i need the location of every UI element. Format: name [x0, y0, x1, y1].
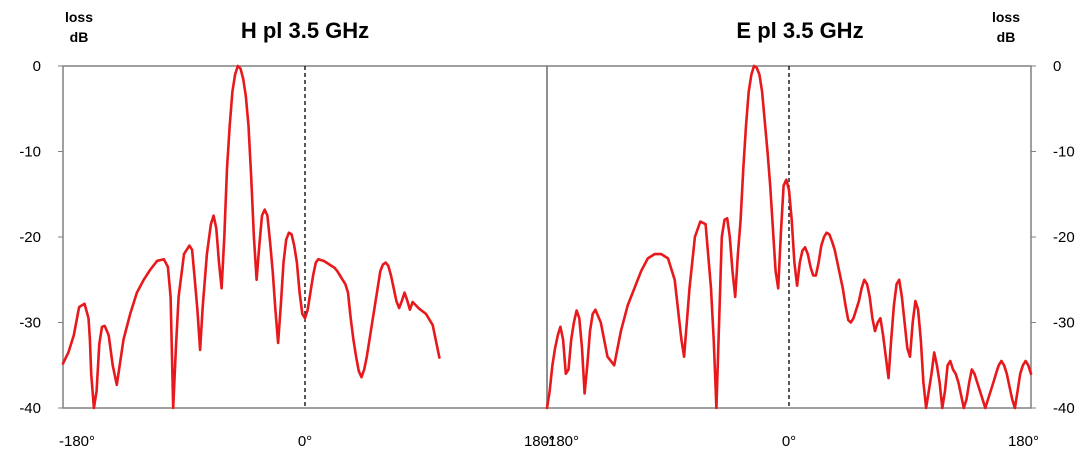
y-tick-label: -30: [19, 315, 41, 332]
e-plane-panel: E pl 3.5 GHz loss dB 0 -10 -20 -30 -40 -180° 0° 18…: [543, 9, 1075, 450]
y-tick-label: -40: [19, 400, 41, 417]
y-tick-label: -20: [1053, 229, 1075, 246]
y-tick-label: 0: [1053, 58, 1061, 75]
series-line: [545, 64, 1033, 410]
y-tick-label: -10: [1053, 144, 1075, 161]
x-tick-label: -180°: [543, 433, 579, 450]
series-line: [61, 64, 441, 410]
y-tick-label: -40: [1053, 400, 1075, 417]
x-tick-label: 180°: [1008, 433, 1039, 450]
y-tick-label: 0: [33, 58, 41, 75]
h-plane-panel: H pl 3.5 GHz loss dB 0 -10 -20 -30 -40 -180° 0° 18…: [19, 9, 555, 450]
x-tick-label: 0°: [298, 433, 312, 450]
x-tick-label: 0°: [782, 433, 796, 450]
y-unit-label: loss: [992, 9, 1020, 25]
y-tick-label: -30: [1053, 315, 1075, 332]
y-tick-label: -10: [19, 144, 41, 161]
y-unit-label: loss: [65, 9, 93, 25]
chart-title: H pl 3.5 GHz: [241, 18, 369, 43]
x-tick-label: 180°: [524, 433, 555, 450]
y-unit-label: dB: [70, 29, 89, 45]
y-tick-label: -20: [19, 229, 41, 246]
y-unit-label: dB: [997, 29, 1016, 45]
chart-title: E pl 3.5 GHz: [736, 18, 863, 43]
x-tick-label: -180°: [59, 433, 95, 450]
